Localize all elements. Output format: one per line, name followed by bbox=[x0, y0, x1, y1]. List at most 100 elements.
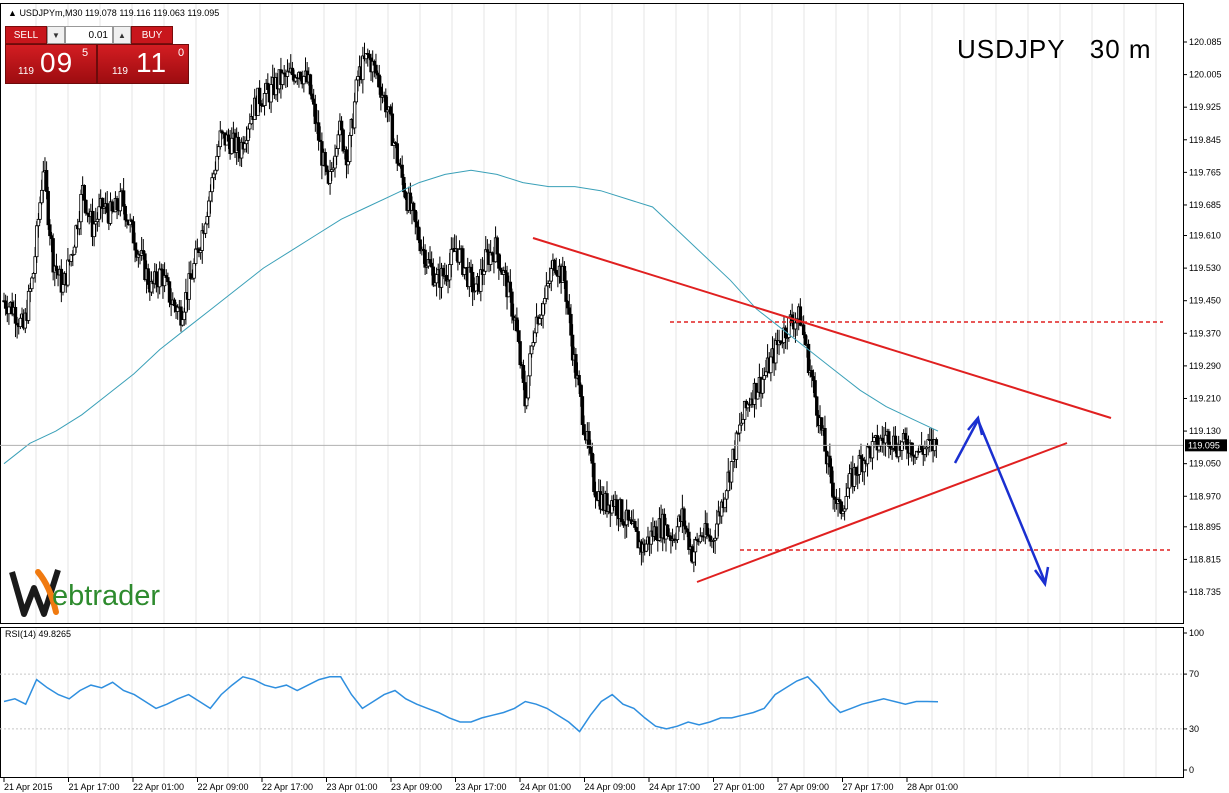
candle-body bbox=[644, 543, 649, 552]
candle-body bbox=[212, 173, 216, 179]
candle-body bbox=[262, 93, 267, 107]
sell-button[interactable]: SELL bbox=[5, 26, 47, 44]
candle-body bbox=[738, 424, 742, 434]
candle-body bbox=[723, 498, 727, 509]
candle-body bbox=[872, 437, 876, 442]
candle-body bbox=[434, 274, 439, 284]
buy-price-button[interactable]: 119 11 0 bbox=[97, 44, 189, 84]
lot-size-input[interactable]: 0.01 bbox=[65, 26, 113, 44]
candle-body bbox=[77, 221, 82, 230]
forecast-arrow-up-head bbox=[967, 415, 984, 436]
candle-body bbox=[246, 128, 250, 141]
candle-body bbox=[579, 384, 583, 397]
candle-body bbox=[900, 441, 904, 451]
candle-body bbox=[510, 291, 514, 317]
time-tick-label: 23 Apr 01:00 bbox=[327, 782, 378, 792]
candle-body bbox=[38, 202, 42, 220]
candle-body bbox=[146, 268, 150, 285]
candle-body bbox=[497, 253, 501, 269]
candle-body bbox=[341, 129, 345, 152]
candle-body bbox=[334, 148, 339, 157]
candle-body bbox=[115, 198, 119, 211]
candle-body bbox=[565, 301, 570, 309]
candle-body bbox=[131, 221, 136, 244]
candle-body bbox=[919, 445, 924, 451]
candle-body bbox=[531, 342, 535, 347]
candle-body bbox=[764, 371, 768, 376]
candle-body bbox=[474, 283, 478, 292]
candle-body bbox=[620, 499, 624, 523]
candle-body bbox=[815, 396, 819, 416]
candle-body bbox=[192, 263, 196, 279]
candle-body bbox=[516, 330, 521, 342]
price-tick-label: 119.050 bbox=[1189, 459, 1221, 469]
candle-body bbox=[734, 432, 739, 460]
lot-increase-arrow-icon[interactable]: ▲ bbox=[113, 26, 131, 44]
candle-body bbox=[526, 375, 531, 399]
candle-body bbox=[403, 191, 408, 199]
rsi-line bbox=[3, 675, 939, 733]
price-tick-label: 119.610 bbox=[1189, 231, 1221, 241]
candle-body bbox=[831, 482, 835, 498]
candle-body bbox=[244, 139, 249, 145]
candle-body bbox=[828, 455, 832, 468]
candle-body bbox=[374, 64, 378, 74]
candle-body bbox=[236, 136, 241, 152]
candle-body bbox=[44, 170, 49, 192]
candle-body bbox=[552, 259, 557, 271]
candle-body bbox=[810, 370, 814, 377]
sell-price-button[interactable]: 119 09 5 bbox=[5, 44, 97, 84]
candle-body bbox=[257, 87, 262, 105]
candle-body bbox=[615, 499, 619, 516]
candle-body bbox=[923, 448, 927, 455]
candle-body bbox=[416, 226, 421, 241]
candle-body bbox=[854, 467, 858, 476]
candle-body bbox=[118, 191, 123, 212]
candle-body bbox=[865, 446, 870, 465]
candle-body bbox=[741, 418, 745, 424]
candle-body bbox=[133, 242, 137, 251]
candle-body bbox=[538, 318, 542, 325]
candle-body bbox=[336, 134, 340, 149]
candle-body bbox=[484, 249, 488, 272]
candle-body bbox=[26, 290, 31, 321]
candle-body bbox=[428, 259, 432, 264]
candle-body bbox=[84, 199, 88, 214]
candle-body bbox=[823, 427, 827, 452]
candle-body bbox=[69, 254, 73, 262]
candle-body bbox=[203, 223, 208, 234]
upper-trendline bbox=[532, 237, 1112, 419]
candle-body bbox=[518, 341, 522, 366]
candle-body bbox=[756, 391, 760, 400]
time-tick-label: 22 Apr 01:00 bbox=[133, 782, 184, 792]
price-tick-label: 119.530 bbox=[1189, 263, 1221, 273]
candle-body bbox=[30, 277, 34, 290]
sell-price-big: 09 bbox=[40, 47, 74, 78]
price-tick-label: 119.685 bbox=[1189, 200, 1221, 210]
time-tick-label: 27 Apr 17:00 bbox=[843, 782, 894, 792]
candle-body bbox=[157, 268, 162, 288]
candle-body bbox=[395, 143, 399, 164]
candle-body bbox=[769, 356, 773, 374]
candle-body bbox=[682, 508, 686, 527]
candle-body bbox=[311, 98, 316, 105]
candle-body bbox=[533, 332, 537, 343]
candle-body bbox=[72, 246, 77, 255]
candle-body bbox=[97, 206, 101, 220]
candle-body bbox=[230, 137, 234, 155]
buy-button[interactable]: BUY bbox=[131, 26, 173, 44]
candle-body bbox=[207, 200, 211, 217]
candle-body bbox=[633, 521, 637, 528]
candle-body bbox=[543, 298, 547, 305]
candle-body bbox=[308, 74, 313, 95]
candle-body bbox=[844, 495, 848, 510]
candle-body bbox=[3, 300, 8, 309]
lower-trendline bbox=[696, 442, 1068, 583]
moving-average-line bbox=[3, 169, 939, 465]
candle-body bbox=[316, 122, 321, 141]
rsi-info: RSI(14) 49.8265 bbox=[5, 629, 72, 639]
candle-body bbox=[760, 378, 765, 394]
lot-decrease-arrow-icon[interactable]: ▼ bbox=[47, 26, 65, 44]
candle-body bbox=[66, 259, 70, 286]
